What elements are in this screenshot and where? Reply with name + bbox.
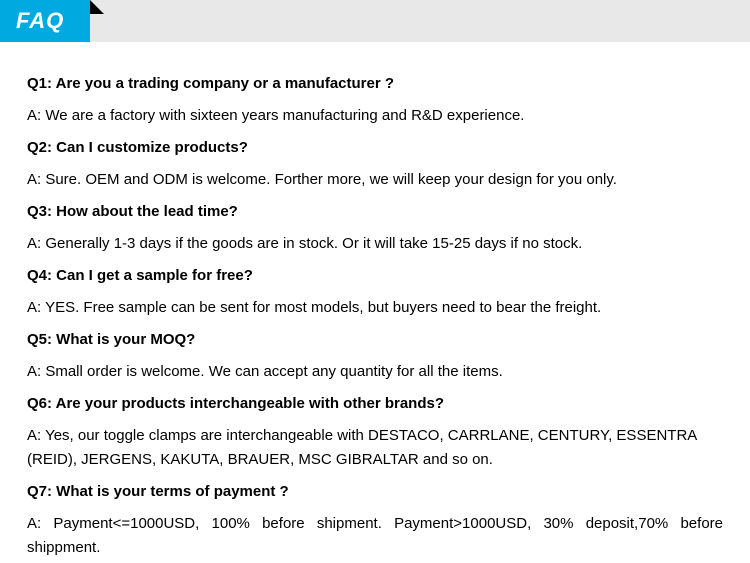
faq-tab-label: FAQ: [16, 8, 64, 34]
faq-item: Q3: How about the lead time? A: Generall…: [27, 200, 723, 256]
faq-item: Q5: What is your MOQ? A: Small order is …: [27, 328, 723, 384]
faq-answer: A: Yes, our toggle clamps are interchang…: [27, 424, 723, 472]
faq-item: Q2: Can I customize products? A: Sure. O…: [27, 136, 723, 192]
faq-question: Q4: Can I get a sample for free?: [27, 264, 723, 288]
faq-answer: A: Small order is welcome. We can accept…: [27, 360, 723, 384]
faq-item: Q6: Are your products interchangeable wi…: [27, 392, 723, 472]
faq-item: Q4: Can I get a sample for free? A: YES.…: [27, 264, 723, 320]
header-bar: FAQ: [0, 0, 750, 42]
faq-tab: FAQ: [0, 0, 90, 42]
faq-question: Q7: What is your terms of payment ?: [27, 480, 723, 504]
faq-question: Q2: Can I customize products?: [27, 136, 723, 160]
faq-answer: A: We are a factory with sixteen years m…: [27, 104, 723, 128]
faq-question: Q3: How about the lead time?: [27, 200, 723, 224]
faq-item: Q7: What is your terms of payment ? A: P…: [27, 480, 723, 560]
faq-question: Q5: What is your MOQ?: [27, 328, 723, 352]
faq-content: Q1: Are you a trading company or a manuf…: [0, 42, 750, 560]
faq-answer: A: Sure. OEM and ODM is welcome. Forther…: [27, 168, 723, 192]
faq-item: Q1: Are you a trading company or a manuf…: [27, 72, 723, 128]
faq-question: Q1: Are you a trading company or a manuf…: [27, 72, 723, 96]
faq-answer: A: Generally 1-3 days if the goods are i…: [27, 232, 723, 256]
faq-answer: A: YES. Free sample can be sent for most…: [27, 296, 723, 320]
faq-question: Q6: Are your products interchangeable wi…: [27, 392, 723, 416]
faq-answer: A: Payment<=1000USD, 100% before shipmen…: [27, 512, 723, 560]
